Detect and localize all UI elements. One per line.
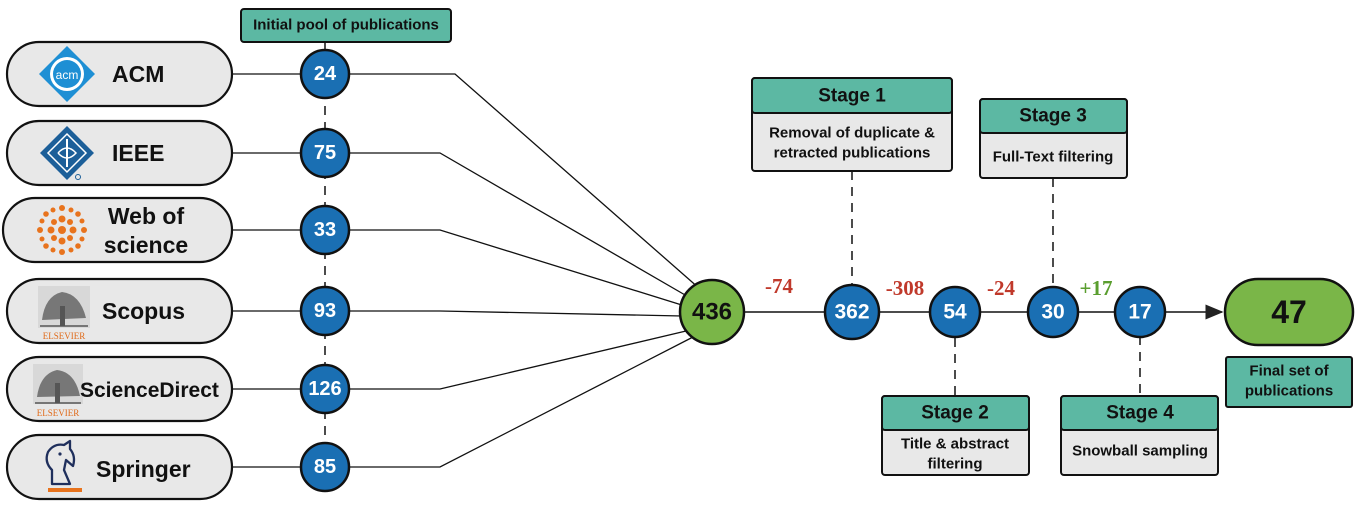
database-pill-web-of-science: Web of science [1,196,234,264]
svg-text:93: 93 [314,300,336,322]
database-name-scopus: Scopus [102,298,185,324]
svg-text:54: 54 [943,301,967,324]
delta-label: -74 [765,274,793,298]
svg-text:33: 33 [314,219,336,241]
database-name-wos-line2: science [104,232,188,258]
delta-label: -308 [886,276,925,300]
svg-text:362: 362 [834,301,869,324]
svg-text:24: 24 [314,63,337,85]
svg-text:Stage 1: Stage 1 [818,86,886,107]
svg-text:75: 75 [314,142,336,164]
web-of-science-logo-icon [37,205,87,255]
delta-label: -24 [987,276,1015,300]
final-set-label: Final set of publications [1225,356,1353,408]
source-count-node: 75 [299,127,351,179]
initial-pool-label: Initial pool of publications [253,17,439,34]
final-node: 47 [1223,277,1355,347]
database-name-wos-line1: Web of [108,203,185,229]
pipeline-node: 362 [823,283,881,341]
acm-logo-icon: acm [39,46,95,102]
svg-text:Title & abstract: Title & abstract [901,436,1009,453]
svg-text:30: 30 [1041,301,1064,324]
pill-connector-lines [232,73,300,468]
database-name-ieee: IEEE [112,140,164,166]
stage-3-box: Stage 3 Full-Text filtering [979,98,1128,179]
source-count-node: 85 [299,441,351,493]
total-node: 436 [678,278,746,346]
database-name-acm: ACM [112,61,164,87]
pipeline-node: 17 [1113,285,1167,339]
database-pill-ieee: IEEE [5,119,234,187]
pipeline-node: 30 [1026,285,1080,339]
svg-text:Stage 2: Stage 2 [921,403,989,424]
svg-text:Full-Text filtering: Full-Text filtering [993,149,1114,166]
database-pill-acm: acm ACM [5,40,234,108]
convergence-lines [350,73,701,468]
svg-text:47: 47 [1271,294,1307,330]
source-count-node: 24 [299,48,351,100]
stage-4-box: Stage 4 Snowball sampling [1060,395,1219,476]
initial-pool-label-box [240,8,452,43]
svg-text:17: 17 [1128,301,1151,324]
svg-text:Stage 3: Stage 3 [1019,106,1087,127]
source-count-node: 33 [299,204,351,256]
ieee-logo-icon [40,126,94,180]
source-count-node: 93 [299,285,351,337]
svg-text:85: 85 [314,456,336,478]
database-name-springer: Springer [96,456,191,482]
springer-horse-icon [45,439,82,492]
svg-text:126: 126 [308,378,341,400]
database-pill-springer: Springer [5,433,234,501]
svg-text:Final set of: Final set of [1249,363,1329,380]
svg-text:Stage 4: Stage 4 [1106,403,1174,424]
svg-text:acm: acm [56,68,79,82]
database-pill-sciencedirect: ELSEVIER ScienceDirect [5,355,234,423]
svg-text:Removal of duplicate &: Removal of duplicate & [769,125,935,142]
publisher-elsevier-sciencedirect: ELSEVIER [37,408,80,418]
svg-text:Snowball sampling: Snowball sampling [1072,443,1208,460]
stage-dashed-connectors [851,171,1141,396]
svg-text:retracted publications: retracted publications [774,145,931,162]
pipeline-node: 54 [928,285,982,339]
stage-1-box: Stage 1 Removal of duplicate & retracted… [751,77,953,172]
svg-text:436: 436 [692,299,732,326]
stage-2-box: Stage 2 Title & abstract filtering [881,395,1030,476]
elsevier-tree-icon [38,286,90,328]
source-count-node: 126 [299,363,351,415]
svg-text:filtering: filtering [928,456,983,473]
database-name-sciencedirect: ScienceDirect [80,379,219,402]
elsevier-tree-icon [33,364,83,404]
database-pill-scopus: ELSEVIER Scopus [5,277,234,345]
svg-text:publications: publications [1245,383,1333,400]
publisher-elsevier-scopus: ELSEVIER [43,331,86,341]
delta-label: +17 [1080,276,1113,300]
